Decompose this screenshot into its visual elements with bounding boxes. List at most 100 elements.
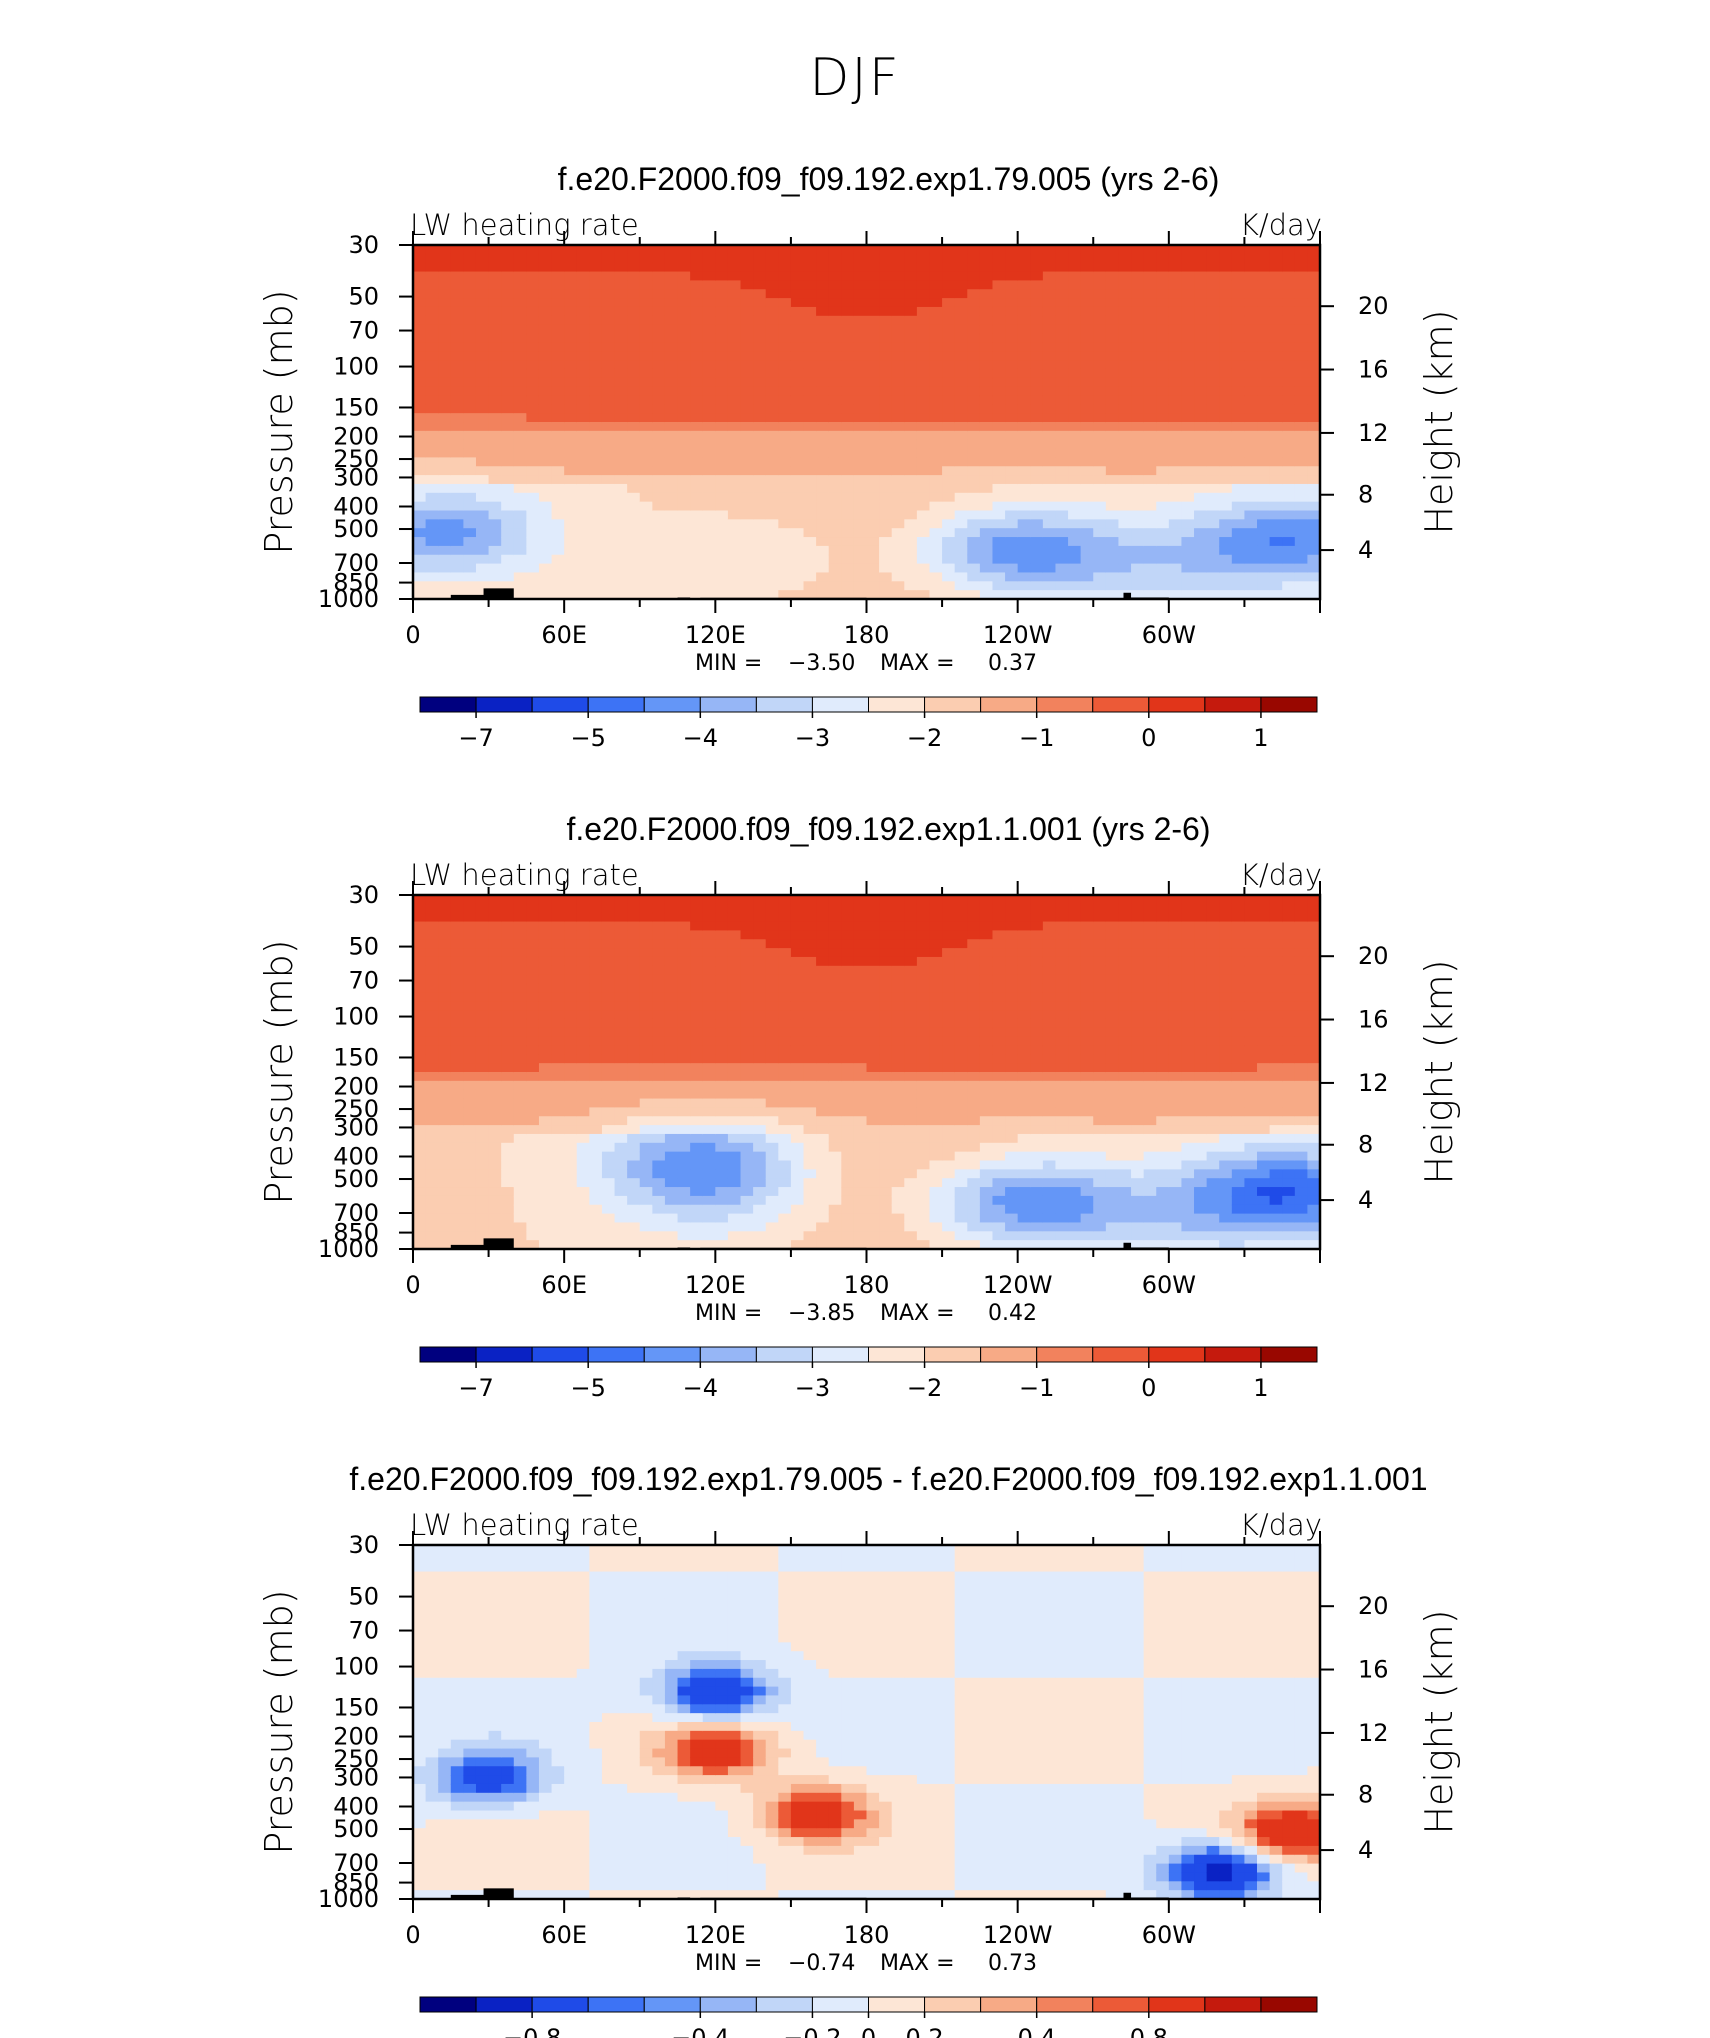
- heatmap-cell: [904, 1169, 918, 1179]
- heatmap-cell: [690, 1107, 704, 1117]
- heatmap-cell: [841, 483, 855, 494]
- heatmap-cell: [438, 1222, 452, 1232]
- heatmap-cell: [979, 590, 994, 600]
- heatmap-cell: [1005, 1001, 1019, 1011]
- heatmap-cell: [652, 1036, 666, 1047]
- heatmap-cell: [425, 519, 439, 529]
- heatmap-cell: [1093, 271, 1107, 281]
- heatmap-cell: [778, 492, 792, 503]
- heatmap-cell: [1307, 262, 1321, 273]
- heatmap-cell: [463, 1222, 477, 1232]
- heatmap-cell: [564, 948, 578, 958]
- heatmap-cell: [488, 1187, 502, 1197]
- heatmap-cell: [992, 289, 1006, 299]
- heatmap-cell: [942, 271, 956, 281]
- heatmap-cell: [413, 466, 427, 476]
- heatmap-cell: [690, 537, 704, 547]
- heatmap-cell: [564, 324, 578, 335]
- heatmap-cell: [828, 466, 842, 476]
- heatmap-cell: [438, 948, 452, 958]
- heatmap-cell: [677, 1018, 691, 1029]
- heatmap-cell: [538, 554, 553, 565]
- heatmap-cell: [803, 342, 817, 352]
- heatmap-cell: [929, 289, 943, 299]
- heatmap-cell: [992, 422, 1006, 432]
- heatmap-cell: [564, 572, 578, 582]
- heatmap-cell: [979, 1204, 994, 1215]
- heatmap-cell: [1282, 253, 1296, 264]
- heatmap-cell: [1294, 360, 1309, 370]
- heatmap-cell: [501, 903, 515, 914]
- heatmap-cell: [841, 1195, 855, 1206]
- heatmap-cell: [740, 466, 754, 476]
- heatmap-cell: [463, 1116, 477, 1126]
- y2-axis-title: Height (km): [1417, 309, 1461, 534]
- heatmap-cell: [475, 1001, 490, 1011]
- heatmap-cell: [765, 1018, 779, 1029]
- heatmap-cell: [1017, 930, 1031, 940]
- heatmap-cell: [1156, 581, 1170, 591]
- heatmap-cell: [1231, 413, 1246, 423]
- heatmap-cell: [1093, 386, 1107, 397]
- heatmap-cell: [614, 315, 628, 326]
- heatmap-cell: [979, 475, 994, 485]
- heatmap-cell: [803, 360, 817, 370]
- heatmap-cell: [526, 1098, 540, 1108]
- heatmap-cell: [879, 262, 893, 273]
- heatmap-cell: [702, 563, 716, 574]
- heatmap-cell: [828, 289, 842, 299]
- heatmap-cell: [816, 1195, 830, 1206]
- heatmap-cell: [879, 501, 893, 512]
- heatmap-cell: [589, 974, 603, 985]
- heatmap-cell: [992, 930, 1006, 940]
- heatmap-cell: [1005, 1080, 1019, 1091]
- heatmap-cell: [639, 342, 653, 352]
- heatmap-cell: [879, 510, 893, 520]
- heatmap-cell: [967, 1010, 981, 1020]
- heatmap-cell: [929, 368, 943, 379]
- heatmap-cell: [942, 501, 956, 512]
- heatmap-cell: [954, 271, 968, 281]
- heatmap-cell: [1030, 1107, 1044, 1117]
- heatmap-cell: [1042, 404, 1057, 414]
- heatmap-cell: [1131, 545, 1145, 556]
- heatmap-cell: [816, 1187, 830, 1197]
- heatmap-cell: [1030, 974, 1044, 985]
- heatmap-cell: [841, 572, 855, 582]
- y-tick-label: 400: [333, 492, 379, 520]
- heatmap-cell: [1055, 563, 1069, 574]
- heatmap-cell: [803, 895, 817, 905]
- heatmap-cell: [891, 563, 905, 574]
- heatmap-cell: [979, 930, 994, 940]
- heatmap-cell: [475, 501, 490, 512]
- heatmap-cell: [438, 545, 452, 556]
- heatmap-cell: [627, 430, 641, 441]
- heatmap-cell: [538, 271, 553, 281]
- heatmap-cell: [475, 262, 490, 273]
- heatmap-cell: [1282, 289, 1296, 299]
- heatmap-cell: [475, 306, 490, 317]
- heatmap-cell: [501, 948, 515, 958]
- heatmap-cell: [601, 545, 616, 556]
- heatmap-cell: [828, 1178, 842, 1188]
- heatmap-cell: [1005, 1018, 1019, 1029]
- heatmap-cell: [1068, 289, 1082, 299]
- heatmap-cell: [753, 1018, 767, 1029]
- heatmap-cell: [1005, 510, 1019, 520]
- heatmap-cell: [765, 554, 779, 565]
- heatmap-cell: [942, 519, 956, 529]
- heatmap-cell: [513, 1027, 527, 1038]
- heatmap-cell: [1168, 360, 1183, 370]
- heatmap-cell: [538, 992, 553, 1002]
- heatmap-cell: [601, 1178, 616, 1188]
- heatmap-cell: [1080, 572, 1094, 582]
- heatmap-cell: [589, 590, 603, 600]
- heatmap-cell: [954, 395, 968, 405]
- heatmap-cell: [501, 1018, 515, 1029]
- heatmap-cell: [967, 457, 981, 467]
- heatmap-cell: [564, 351, 578, 361]
- heatmap-cell: [1269, 563, 1283, 574]
- heatmap-cell: [727, 1213, 742, 1224]
- heatmap-cell: [740, 563, 754, 574]
- heatmap-cell: [475, 581, 490, 591]
